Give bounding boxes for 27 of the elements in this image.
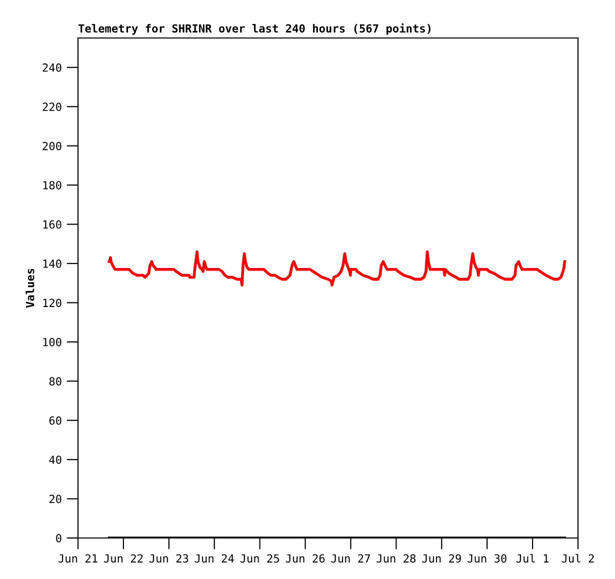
y-tick-label: 220 bbox=[42, 102, 62, 112]
y-tick-label: 180 bbox=[43, 181, 62, 190]
y-tick-label: 80 bbox=[49, 377, 62, 386]
y-tick-label: 240 bbox=[42, 63, 62, 72]
y-tick-label: 160 bbox=[43, 220, 62, 229]
x-tick-label: Jun 21 bbox=[58, 554, 98, 563]
x-tick-label: Jun 25 bbox=[240, 554, 279, 563]
x-tick-label: Jun 22 bbox=[104, 554, 143, 563]
y-tick-label: 20 bbox=[49, 494, 62, 504]
y-tick-label: 100 bbox=[43, 338, 62, 346]
x-tick-label: Jun 23 bbox=[149, 554, 188, 563]
y-tick-label: 120 bbox=[43, 298, 62, 308]
y-tick-label: 0 bbox=[56, 534, 62, 542]
x-tick-label: Jun 29 bbox=[422, 554, 461, 563]
y-tick-label: 200 bbox=[42, 142, 62, 150]
y-tick-label: 40 bbox=[49, 456, 62, 464]
y-axis-title: Values bbox=[26, 268, 34, 308]
x-tick-label: Jun 28 bbox=[376, 554, 416, 563]
x-tick-label: Jul 2 bbox=[562, 554, 594, 563]
x-tick-label: Jun 24 bbox=[194, 554, 234, 563]
x-tick-label: Jun 27 bbox=[331, 554, 370, 563]
chart-title: Telemetry for SHRINR over last 240 hours (567 points) bbox=[78, 23, 430, 35]
x-tick-label: Jun 30 bbox=[468, 554, 506, 563]
x-tick-label: Jun 26 bbox=[286, 554, 325, 563]
x-tick-label: Jul 1 bbox=[516, 554, 549, 563]
y-tick-label: 60 bbox=[49, 416, 62, 425]
y-tick-label: 140 bbox=[43, 259, 62, 268]
